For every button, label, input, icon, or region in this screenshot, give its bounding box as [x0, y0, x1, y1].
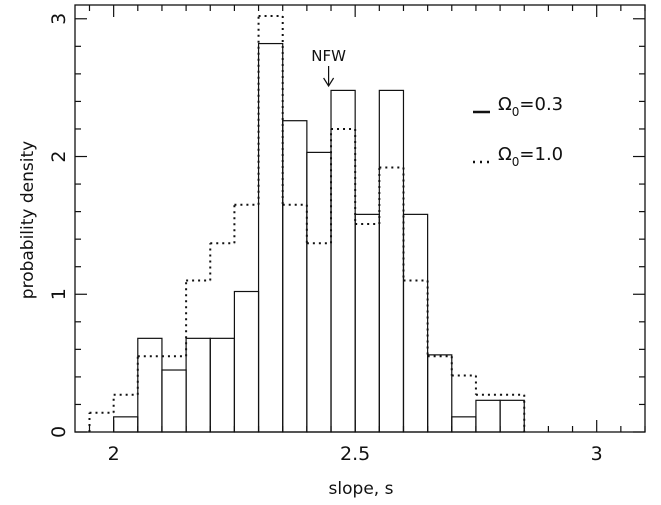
legend-dotted-label: Ω0=1.0 — [498, 144, 563, 169]
bar-solid-5 — [209, 337, 236, 433]
axis-ticks — [75, 5, 646, 433]
x-tick-label: 3 — [591, 443, 603, 465]
plot-frame — [74, 4, 646, 433]
bar-solid-6 — [233, 290, 260, 433]
x-axis-title: slope, s — [329, 479, 394, 499]
series-dotted-step — [88, 15, 526, 432]
plot-border — [74, 4, 646, 433]
series-solid-bars — [113, 42, 525, 433]
bar-solid-8 — [282, 120, 308, 433]
nfw-label: NFW — [311, 47, 346, 65]
bar-solid-10 — [330, 89, 356, 433]
y-axis-title: probability density — [18, 141, 38, 299]
bar-solid-14 — [427, 354, 453, 433]
x-tick-label: 2.5 — [340, 443, 370, 465]
y-tick-label: 3 — [48, 13, 70, 25]
bar-solid-11 — [354, 213, 380, 433]
x-tick-label: 2 — [108, 443, 120, 465]
bar-solid-15 — [451, 416, 477, 433]
legend-solid-label: Ω0=0.3 — [498, 94, 563, 119]
bar-solid-13 — [402, 213, 429, 433]
bar-solid-4 — [185, 337, 211, 433]
y-tick-label: 1 — [48, 288, 70, 300]
y-tick-label: 2 — [48, 150, 70, 162]
bar-solid-17 — [499, 399, 525, 433]
nfw-annotation: NFW — [311, 47, 346, 88]
nfw-arrowhead-icon — [323, 77, 335, 88]
bar-solid-1 — [113, 416, 139, 433]
legend: Ω0=0.3 Ω0=1.0 — [473, 94, 563, 169]
bar-solid-2 — [137, 337, 163, 433]
y-tick-label: 0 — [48, 426, 70, 438]
bar-solid-7 — [257, 42, 284, 433]
bar-solid-16 — [475, 399, 501, 433]
tick-labels: 2 2.5 3 0 1 2 3 — [48, 13, 603, 465]
bar-solid-3 — [161, 369, 187, 433]
bar-solid-12 — [378, 89, 405, 433]
bar-solid-9 — [306, 151, 332, 433]
